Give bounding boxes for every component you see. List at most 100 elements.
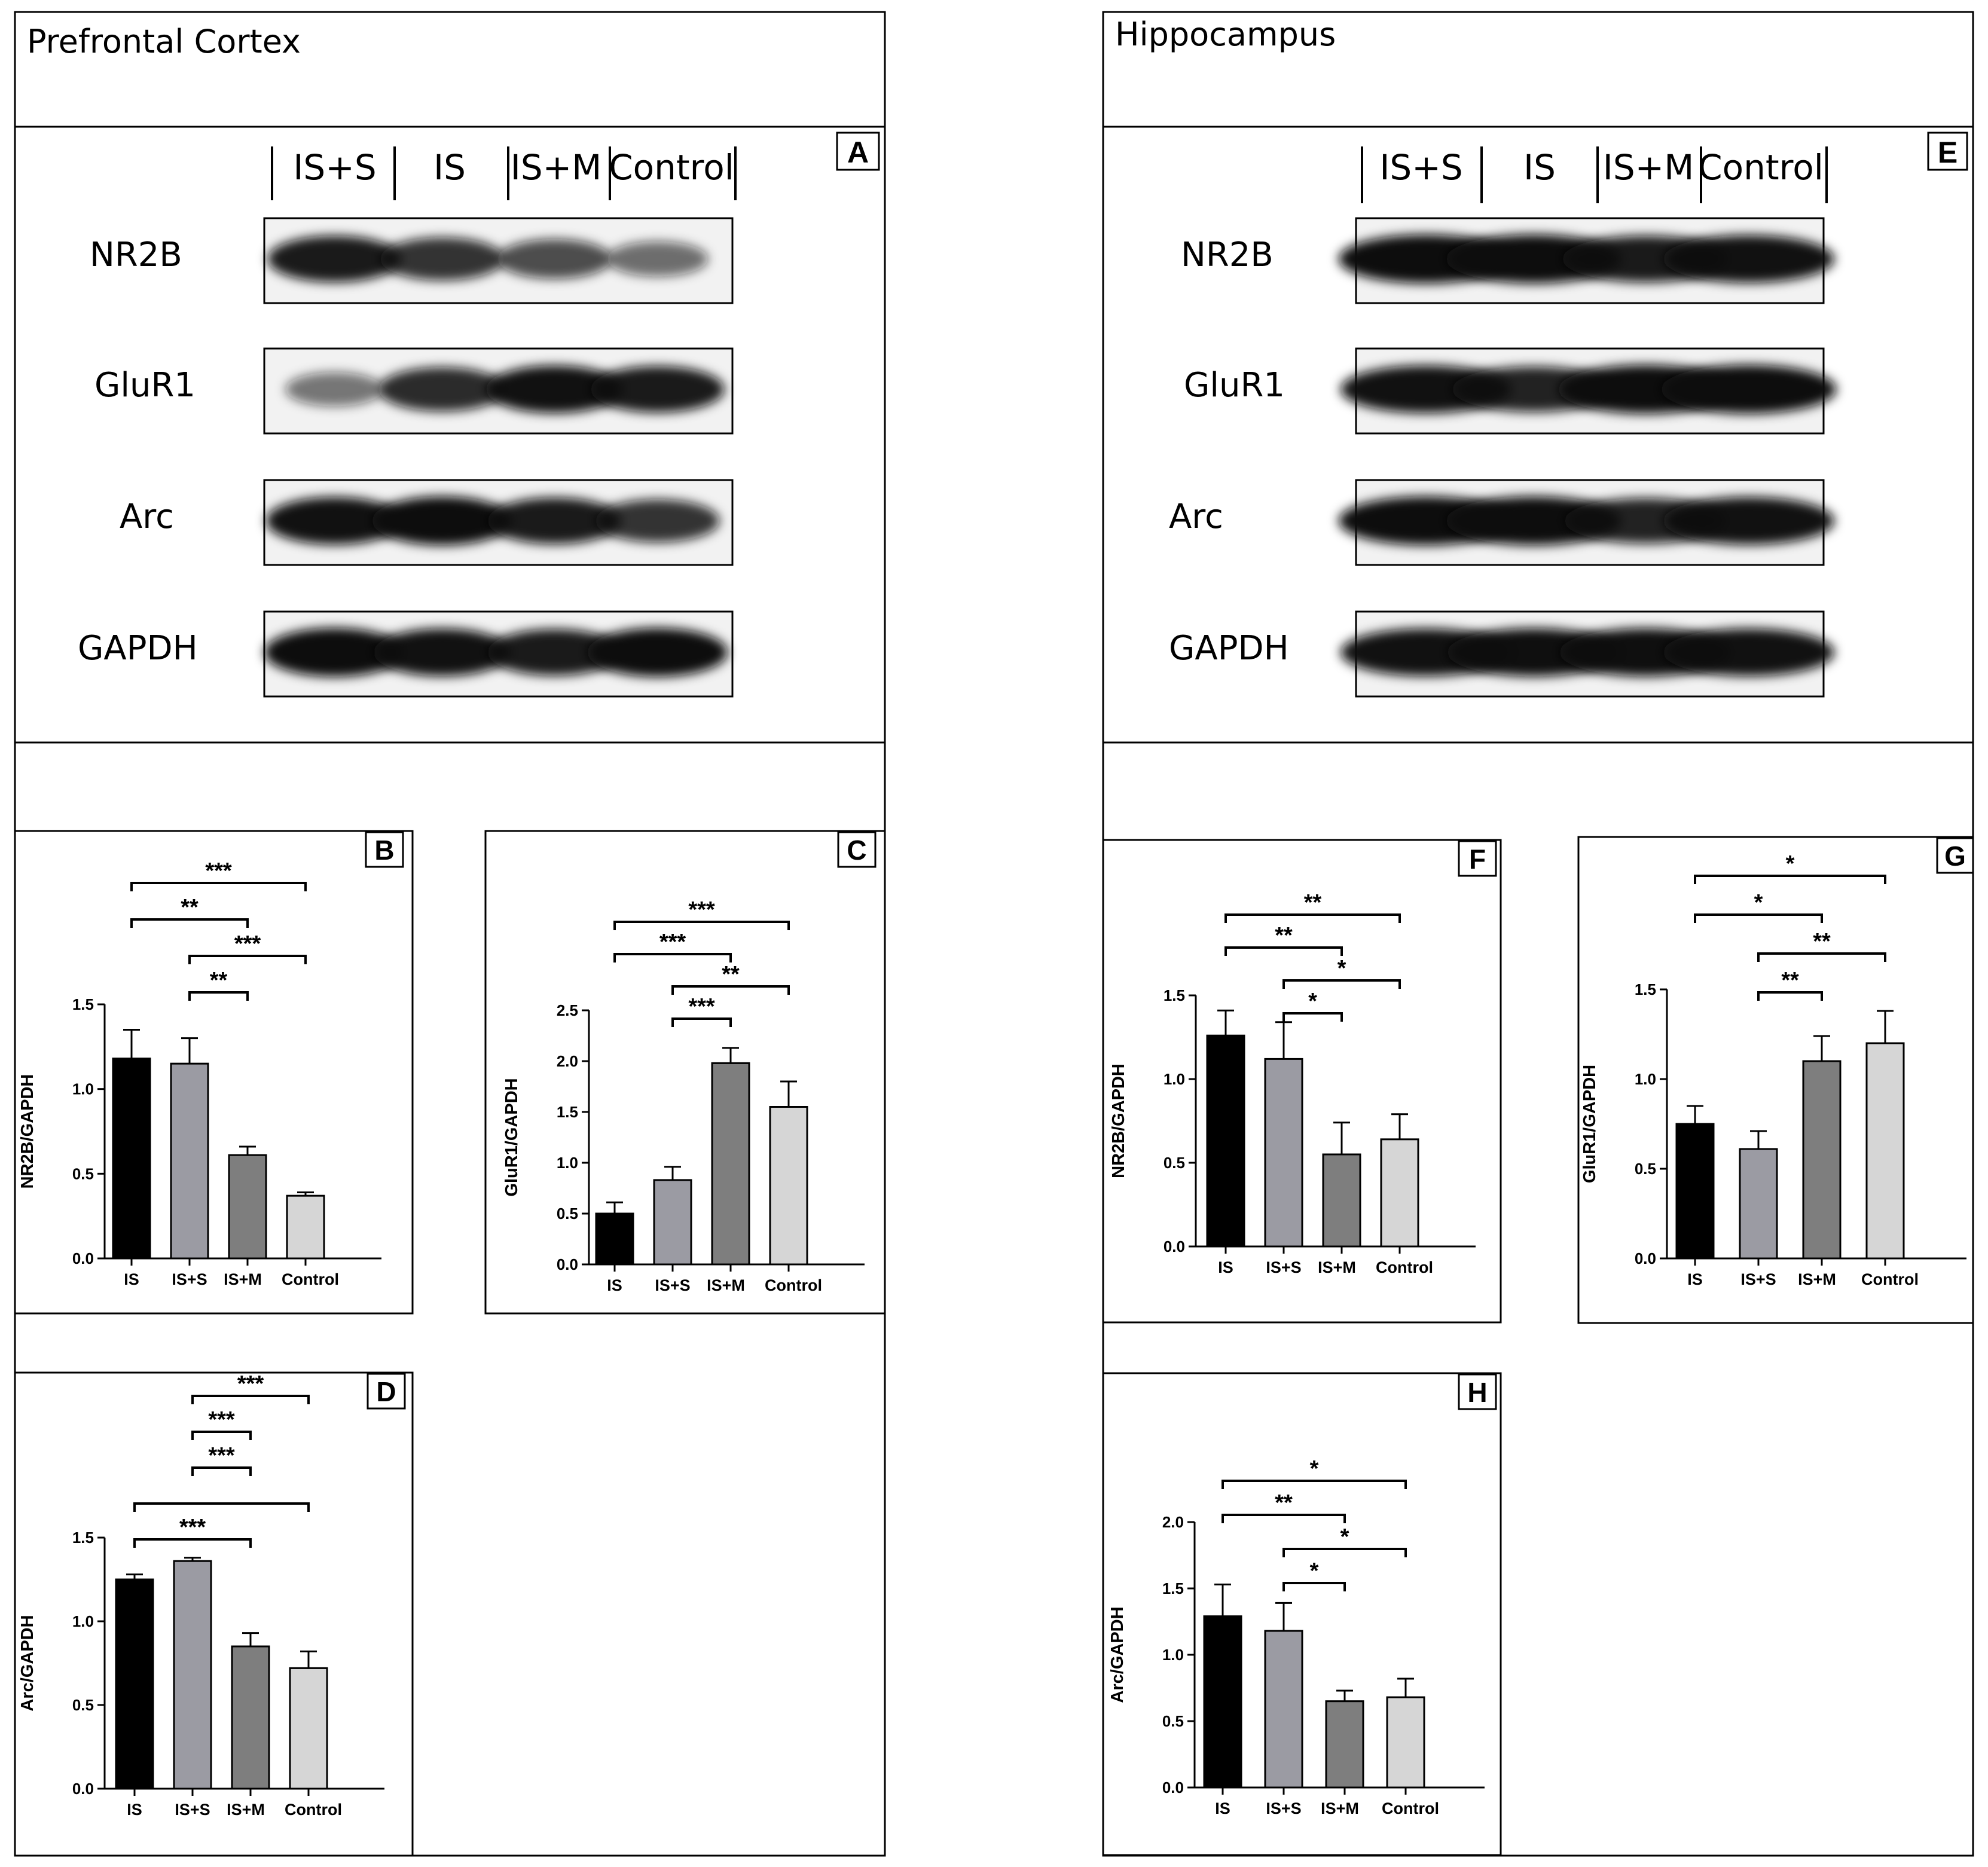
x-tick-label: Control xyxy=(282,1270,339,1288)
y-tick-label: 1.5 xyxy=(72,1529,94,1547)
protein-label: Arc xyxy=(1169,497,1223,536)
blot-band xyxy=(487,629,622,676)
x-tick-label: IS+S xyxy=(175,1801,210,1819)
significance-label: * xyxy=(1786,851,1795,876)
significance-label: *** xyxy=(208,1443,235,1468)
panel-letter-box xyxy=(1458,1373,1497,1410)
y-tick-label: 1.0 xyxy=(72,1080,94,1098)
y-tick-label: 0.0 xyxy=(72,1249,94,1267)
blot-band xyxy=(590,366,725,413)
blot-band xyxy=(380,237,505,281)
protein-label: NR2B xyxy=(90,236,182,274)
x-tick-label: IS+S xyxy=(1266,1799,1301,1817)
left-region-title: Prefrontal Cortex xyxy=(27,23,301,60)
panel-letter-box xyxy=(837,831,877,868)
blot-band xyxy=(267,236,402,283)
x-tick-label: IS+M xyxy=(707,1276,745,1294)
significance-bracket xyxy=(671,985,790,995)
y-axis-label: Arc/GAPDH xyxy=(18,1615,37,1711)
protein-label: NR2B xyxy=(1181,236,1274,274)
blot-band xyxy=(1663,235,1835,283)
significance-label: ** xyxy=(210,968,228,993)
y-tick-label: 2.0 xyxy=(557,1052,578,1070)
x-tick-label: IS xyxy=(1687,1270,1703,1288)
x-tick-label: IS xyxy=(1215,1799,1230,1817)
blot-panel-e: E IS+S IS IS+M Control NR2B GluR1 Arc GAPDH xyxy=(1169,132,1968,698)
significance-bracket xyxy=(188,991,249,1001)
significance-bracket xyxy=(191,1395,310,1404)
x-tick-label: Control xyxy=(285,1801,342,1819)
significance-bracket xyxy=(133,1502,310,1512)
significance-label: *** xyxy=(237,1371,264,1397)
y-tick-label: 2.5 xyxy=(557,1001,578,1019)
right-region-header: Hippocampus xyxy=(1102,11,1974,128)
blot-band xyxy=(1663,628,1835,677)
significance-bracket xyxy=(1757,991,1823,1001)
significance-bracket xyxy=(191,1431,252,1440)
protein-label: GluR1 xyxy=(1184,366,1285,405)
significance-bracket xyxy=(191,1466,252,1476)
bar xyxy=(1865,1042,1905,1260)
bar xyxy=(1386,1696,1425,1789)
chart-panel-b: B 0.0 0.5 1.0 1.5 NR2B/GAPDH IS IS+S IS+M Control… xyxy=(14,830,414,1315)
blot-band xyxy=(587,628,728,677)
significance-bracket xyxy=(1282,1582,1346,1591)
significance-bracket xyxy=(133,1538,252,1548)
lane-label: Control xyxy=(1698,147,1824,188)
significance-bracket xyxy=(1757,952,1886,962)
x-tick-label: IS+S xyxy=(172,1270,207,1288)
bar xyxy=(1675,1123,1715,1260)
y-tick-label: 0.0 xyxy=(1164,1237,1185,1255)
bar xyxy=(115,1578,154,1790)
significance-label: ** xyxy=(1813,929,1831,954)
significance-bracket xyxy=(1282,979,1401,989)
y-tick-label: 1.5 xyxy=(72,995,94,1013)
significance-label: ** xyxy=(1275,1490,1293,1515)
protein-label: GAPDH xyxy=(78,629,198,668)
y-tick-label: 1.0 xyxy=(1162,1646,1184,1664)
significance-bracket xyxy=(613,953,732,962)
lane-label: IS+S xyxy=(1379,147,1462,188)
blot-band xyxy=(378,367,506,412)
significance-label: *** xyxy=(688,897,715,922)
bar xyxy=(653,1179,692,1266)
protein-label: Arc xyxy=(120,497,174,536)
lane-label: IS+M xyxy=(511,147,602,188)
panel-letter: B xyxy=(374,835,394,866)
significance-label: * xyxy=(1337,956,1346,981)
blot-panel-a: A IS+S IS IS+M Control NR2B GluR1 Arc GAPDH xyxy=(78,132,880,698)
chart-panel-c: C 0.0 0.5 1.0 1.5 2.0 2.5 GluR1/GAPDH IS IS+S IS+M… xyxy=(484,830,886,1315)
y-tick-label: 1.5 xyxy=(557,1103,578,1121)
bar xyxy=(112,1058,151,1260)
blot-band xyxy=(373,628,511,677)
chart-panel-d: D 0.0 0.5 1.0 1.5 Arc/GAPDH IS IS+S IS+M Control *… xyxy=(14,1371,414,1857)
x-tick-label: IS+M xyxy=(224,1270,262,1288)
y-axis-label: GluR1/GAPDH xyxy=(502,1078,521,1196)
panel-letter-box xyxy=(367,1373,406,1410)
y-tick-label: 2.0 xyxy=(1162,1513,1184,1531)
protein-label: GluR1 xyxy=(94,366,196,405)
significance-label: * xyxy=(1754,890,1763,915)
bar xyxy=(286,1194,325,1260)
significance-bracket xyxy=(188,955,307,964)
chart-frame xyxy=(14,830,414,1315)
significance-label: ** xyxy=(722,962,740,987)
lane-label: IS+S xyxy=(293,147,376,188)
x-tick-label: IS+S xyxy=(1740,1270,1776,1288)
significance-label: ** xyxy=(1781,968,1799,993)
significance-bracket xyxy=(1694,875,1886,884)
chart-panel-h: H 0.0 0.5 1.0 1.5 2.0 Arc/GAPDH IS IS+S IS+M Contr… xyxy=(1102,1372,1502,1856)
bar xyxy=(1322,1153,1361,1248)
blot-band xyxy=(1663,497,1835,545)
blot-band xyxy=(595,499,720,543)
bar xyxy=(170,1062,209,1260)
x-tick-label: IS+M xyxy=(227,1801,265,1819)
y-tick-label: 0.0 xyxy=(1162,1779,1184,1796)
y-axis-label: GluR1/GAPDH xyxy=(1580,1065,1599,1183)
y-tick-label: 1.5 xyxy=(1162,1579,1184,1597)
significance-bracket xyxy=(1224,946,1343,956)
bar xyxy=(1264,1630,1303,1789)
significance-bracket xyxy=(130,882,307,891)
lane-label: IS+M xyxy=(1603,147,1694,188)
significance-label: * xyxy=(1340,1524,1349,1550)
